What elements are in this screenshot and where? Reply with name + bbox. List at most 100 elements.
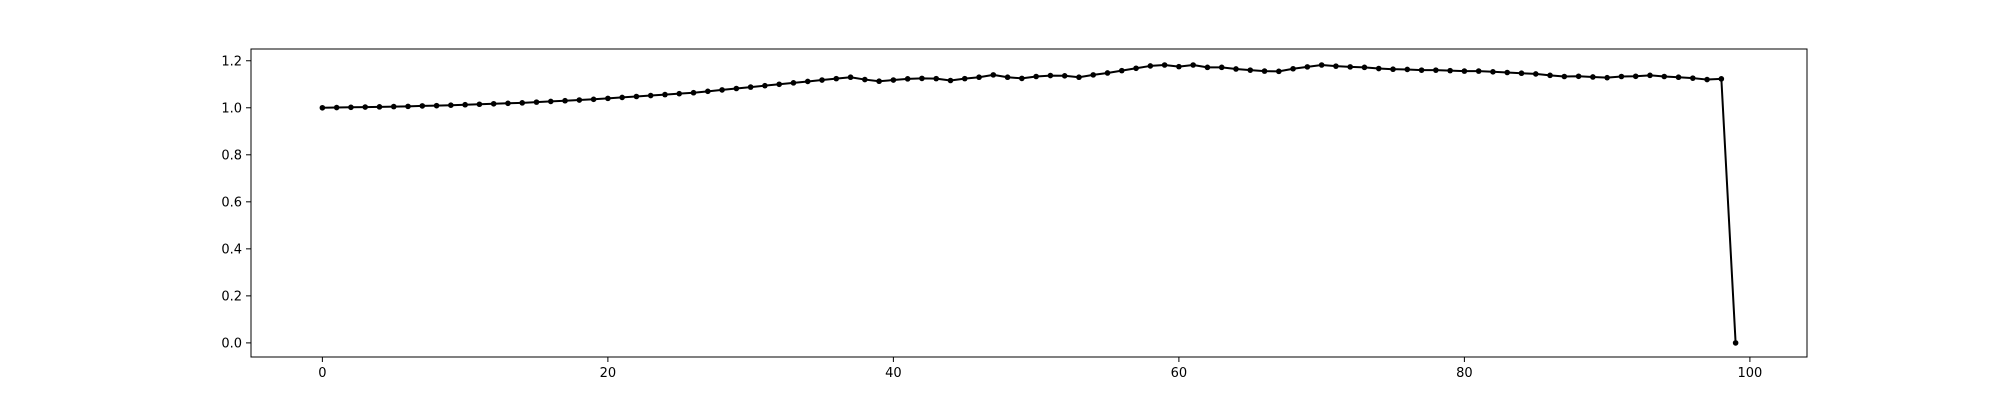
- data-point: [348, 104, 354, 111]
- data-point: [705, 88, 711, 95]
- data-point: [1161, 62, 1168, 68]
- data-point: [1547, 72, 1553, 79]
- data-point: [419, 103, 426, 109]
- data-point: [476, 101, 483, 108]
- data-point: [1290, 65, 1296, 72]
- data-point: [676, 90, 683, 97]
- data-point: [1704, 76, 1710, 83]
- data-point: [804, 78, 811, 85]
- axis-ticks: 0 20 40 60 80 100 0.0 0.2 0.4 0.6 0.8 1.0 1.2: [221, 54, 1762, 381]
- data-point: [947, 77, 954, 84]
- data-point: [1375, 65, 1382, 72]
- data-point: [876, 78, 882, 85]
- data-point: [1033, 73, 1039, 80]
- data-point: [1647, 72, 1653, 79]
- data-point: [961, 75, 968, 82]
- data-point: [1604, 74, 1610, 81]
- data-point: [390, 103, 397, 110]
- data-point: [1618, 73, 1625, 80]
- data-point: [605, 95, 611, 102]
- data-point: [547, 98, 554, 105]
- data-point: [1218, 64, 1225, 71]
- y-tick-label: 1.2: [221, 54, 242, 69]
- plot-frame: [250, 48, 1808, 358]
- x-tick-label: 0: [318, 366, 326, 381]
- data-point: [1532, 71, 1539, 77]
- data-point: [1689, 75, 1696, 81]
- data-point: [533, 99, 540, 105]
- data-point: [1718, 76, 1725, 82]
- data-point: [590, 96, 597, 103]
- data-point: [1318, 62, 1325, 68]
- x-tick-label: 60: [1171, 366, 1188, 381]
- x-tick-label: 80: [1456, 366, 1473, 381]
- data-point: [1461, 68, 1468, 74]
- data-point: [1276, 68, 1282, 75]
- data-point: [1361, 64, 1368, 71]
- data-point: [1347, 64, 1353, 70]
- data-point: [819, 77, 825, 83]
- data-point: [990, 72, 997, 78]
- data-point: [562, 97, 568, 104]
- data-point: [519, 100, 526, 106]
- data-point: [462, 101, 468, 108]
- data-point: [662, 91, 668, 98]
- data-point: [1061, 73, 1068, 79]
- data-point: [933, 75, 940, 82]
- data-point: [376, 104, 383, 110]
- data-point: [362, 104, 369, 110]
- data-point: [1333, 63, 1339, 69]
- data-point: [1090, 72, 1097, 78]
- data-point: [619, 94, 625, 101]
- data-point: [1233, 66, 1239, 72]
- data-point: [1661, 73, 1668, 80]
- data-point: [890, 77, 897, 83]
- data-point: [319, 104, 326, 111]
- data-point: [919, 75, 925, 82]
- data-point: [790, 80, 797, 86]
- data-point: [1475, 68, 1482, 74]
- data-point: [1247, 67, 1254, 73]
- data-point: [776, 81, 782, 88]
- data-point: [1047, 72, 1054, 79]
- y-tick-label: 0.4: [221, 242, 242, 257]
- data-point: [633, 93, 640, 100]
- data-point: [576, 97, 583, 103]
- data-point: [405, 103, 411, 110]
- data-point: [1118, 67, 1125, 74]
- data-point: [1019, 75, 1025, 82]
- series-line: [322, 63, 1737, 343]
- data-point: [1076, 74, 1082, 81]
- data-point: [747, 84, 754, 90]
- data-point: [719, 87, 725, 93]
- data-point: [733, 85, 740, 92]
- data-points: [319, 62, 1739, 346]
- data-point: [847, 74, 854, 81]
- x-tick-label: 100: [1737, 366, 1762, 381]
- data-point: [1190, 62, 1196, 68]
- data-point: [1433, 67, 1439, 73]
- data-point: [1732, 340, 1739, 346]
- data-point: [1261, 68, 1268, 74]
- x-tick-label: 40: [885, 366, 902, 381]
- y-tick-label: 0.2: [221, 289, 242, 304]
- x-tick-label: 20: [600, 366, 617, 381]
- data-point: [505, 100, 511, 107]
- data-point: [690, 89, 697, 96]
- data-point: [1490, 69, 1496, 75]
- data-point: [1404, 66, 1411, 73]
- y-tick-label: 0.0: [221, 336, 242, 351]
- data-point: [333, 104, 340, 111]
- data-point: [1504, 69, 1511, 76]
- data-point: [1590, 74, 1596, 80]
- y-tick-label: 0.8: [221, 148, 242, 163]
- data-point: [1632, 73, 1639, 80]
- data-point: [433, 102, 440, 109]
- data-point: [647, 92, 654, 99]
- data-point: [490, 100, 497, 107]
- data-point: [1004, 74, 1011, 81]
- data-point: [1518, 70, 1525, 77]
- data-point: [1561, 73, 1568, 80]
- data-point: [862, 76, 868, 83]
